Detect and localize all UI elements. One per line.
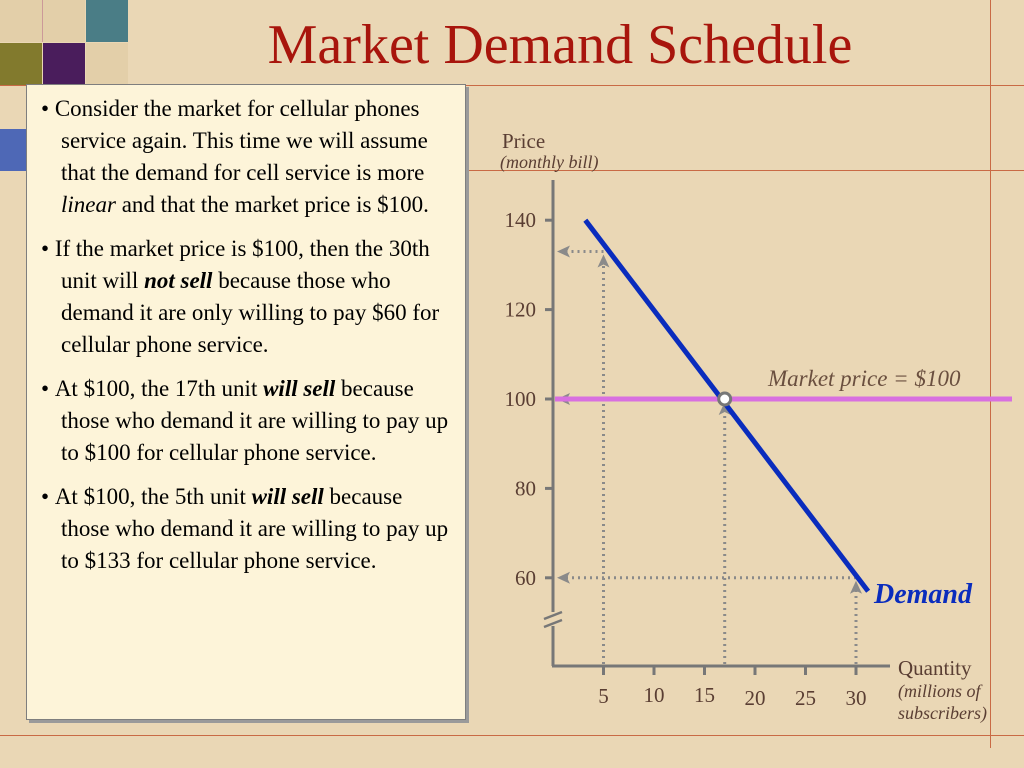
bullet-3-emphasis: will sell [263, 376, 336, 401]
bottom-rule [0, 735, 1024, 736]
bullet-4-text-a: At $100, the 5th unit [54, 484, 252, 509]
right-rule [990, 0, 991, 748]
bullet-2: • If the market price is $100, then the … [41, 236, 440, 357]
x-axis-label: Quantity [898, 656, 972, 680]
bullet-4-text-b: because those who demand it are willing … [61, 484, 449, 573]
y-tick-label: 100 [505, 387, 537, 411]
x-axis-sublabel-1: (millions of [898, 681, 984, 702]
y-tick-label: 140 [505, 208, 537, 232]
guide-arrows [557, 245, 610, 664]
x-axis-sublabel-2: subscribers) [898, 703, 987, 724]
bullet-3: • At $100, the 17th unit will sell becau… [41, 376, 449, 465]
bullet-2-text-a: If the market price is $100, then the 30… [54, 236, 430, 293]
x-tick-label: 20 [745, 686, 766, 710]
decor-square-olive [0, 43, 42, 85]
bullet-4: • At $100, the 5th unit will sell becaus… [41, 484, 449, 573]
bullet-2-text-b: because those who demand it are only wil… [61, 268, 440, 357]
guide-arrows [557, 393, 731, 664]
x-tick-label: 10 [644, 683, 665, 707]
bullet-3-text-a: At $100, the 17th unit [54, 376, 264, 401]
x-tick-label: 25 [795, 686, 816, 710]
x-tick-label: 5 [598, 684, 609, 708]
x-tick-label: 15 [694, 683, 715, 707]
y-tick-label: 120 [505, 298, 537, 322]
y-tick-label: 60 [515, 566, 536, 590]
slide-title: Market Demand Schedule [267, 14, 853, 76]
x-tick-label: 30 [846, 686, 867, 710]
decor-square-purple [43, 43, 85, 85]
bullet-1-text-a: Consider the market for cellular phones … [54, 96, 428, 185]
y-tick-label: 80 [515, 476, 536, 500]
equilibrium-point [717, 391, 733, 407]
decor-square-blue [0, 129, 28, 171]
decor-square-tan-3 [86, 43, 128, 85]
mid-rule [466, 170, 1024, 171]
demand-label: Demand [873, 579, 973, 610]
guide-arrows [557, 571, 862, 664]
decor-square-tan-2 [43, 0, 85, 42]
bullet-3-text-b: because those who demand it are willing … [61, 376, 449, 465]
axis-break [543, 610, 563, 629]
y-axis-label: Price [502, 129, 545, 153]
bullet-1-emphasis: linear [61, 192, 116, 217]
bullet-text-box: • Consider the market for cellular phone… [26, 84, 466, 720]
decor-square-tan [0, 0, 43, 42]
bullet-1: • Consider the market for cellular phone… [41, 96, 429, 217]
market-price-label: Market price = $100 [767, 366, 961, 391]
bullet-1-text-b: and that the market price is $100. [115, 192, 429, 217]
bullet-4-emphasis: will sell [251, 484, 324, 509]
bullet-2-emphasis: not sell [144, 268, 213, 293]
top-rule [0, 85, 1024, 86]
y-axis-sublabel: (monthly bill) [500, 152, 598, 173]
decor-square-teal [86, 0, 128, 42]
